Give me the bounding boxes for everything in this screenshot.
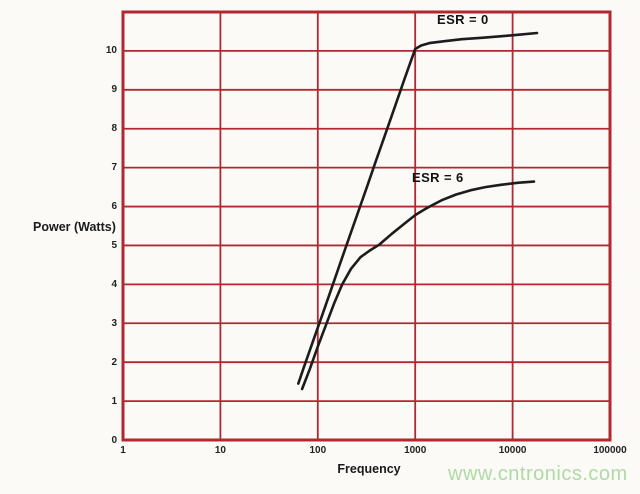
esr-6-curve xyxy=(300,180,536,391)
y-tick-label: 8 xyxy=(111,123,117,135)
series-label-esr-0: ESR = 0 xyxy=(437,12,489,27)
x-tick-label: 100 xyxy=(309,445,327,456)
y-tick-label: 1 xyxy=(111,395,117,407)
y-tick-label: 9 xyxy=(111,84,117,96)
esr-0-curve xyxy=(297,31,539,385)
watermark: www.cntronics.com xyxy=(448,463,628,485)
y-tick-label: 3 xyxy=(111,317,117,329)
y-tick-label: 10 xyxy=(105,45,117,57)
x-tick-label: 1000 xyxy=(404,445,427,456)
x-tick-label: 10000 xyxy=(498,445,527,456)
x-axis-title: Frequency xyxy=(337,462,401,476)
y-tick-label: 0 xyxy=(111,434,117,446)
x-tick-label: 100000 xyxy=(593,445,627,456)
y-axis-title: Power (Watts) xyxy=(33,220,116,234)
x-tick-label: 10 xyxy=(214,445,226,456)
y-tick-label: 7 xyxy=(111,162,117,174)
y-tick-label: 2 xyxy=(111,356,117,368)
x-tick-label: 1 xyxy=(120,445,126,456)
y-tick-label: 6 xyxy=(111,201,117,213)
y-tick-label: 5 xyxy=(111,239,117,251)
plot-border xyxy=(121,10,612,442)
series-label-esr-6: ESR = 6 xyxy=(412,170,464,185)
y-tick-label: 4 xyxy=(111,278,117,290)
